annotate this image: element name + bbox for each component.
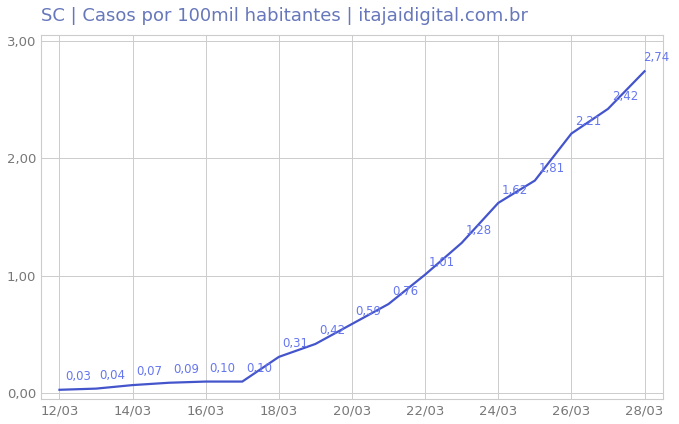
- Text: 0,42: 0,42: [319, 324, 345, 337]
- Text: 1,62: 1,62: [502, 184, 528, 197]
- Text: 0,31: 0,31: [282, 337, 308, 350]
- Text: SC | Casos por 100mil habitantes | itajaidigital.com.br: SC | Casos por 100mil habitantes | itaja…: [41, 7, 528, 25]
- Text: 0,04: 0,04: [100, 368, 126, 382]
- Text: 0,10: 0,10: [209, 362, 236, 374]
- Text: 0,10: 0,10: [246, 362, 272, 374]
- Text: 0,07: 0,07: [136, 365, 162, 378]
- Text: 2,42: 2,42: [612, 90, 638, 103]
- Text: 1,28: 1,28: [465, 224, 492, 237]
- Text: 0,09: 0,09: [173, 363, 199, 376]
- Text: 1,81: 1,81: [538, 162, 565, 175]
- Text: 0,03: 0,03: [65, 370, 91, 383]
- Text: 0,59: 0,59: [356, 305, 382, 318]
- Text: 0,76: 0,76: [392, 285, 418, 298]
- Text: 1,01: 1,01: [429, 256, 455, 269]
- Text: 2,74: 2,74: [643, 51, 669, 64]
- Text: 2,21: 2,21: [575, 114, 602, 128]
